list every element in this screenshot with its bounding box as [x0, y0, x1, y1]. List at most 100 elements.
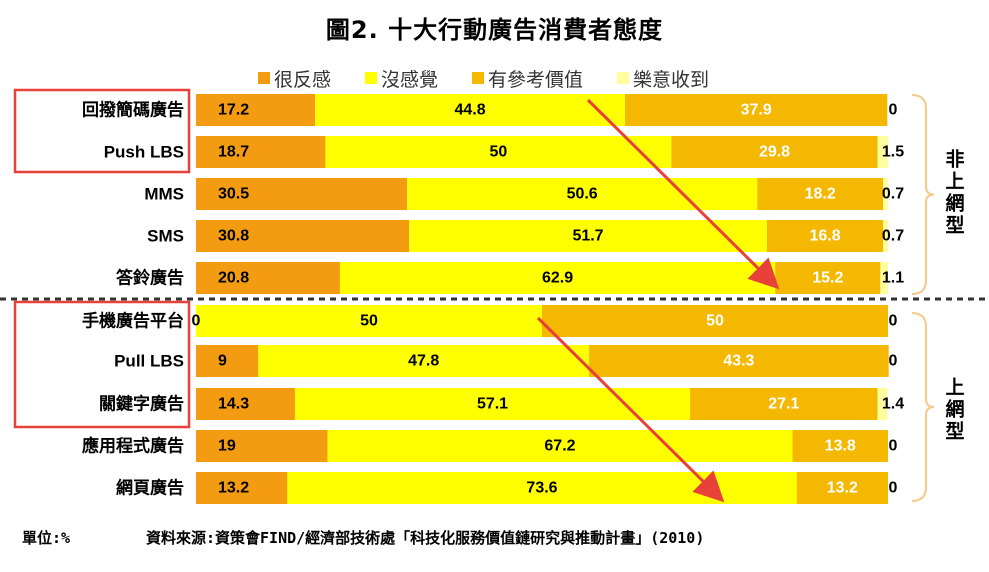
group-label-non-online: 網 — [945, 192, 964, 215]
data-label-no-feeling: 67.2 — [544, 438, 575, 455]
group-label-online: 上 — [945, 377, 964, 399]
bar-dislike — [196, 262, 340, 294]
bar-no-feeling — [339, 262, 776, 294]
data-label-reference: 15.2 — [812, 270, 843, 287]
data-label-reference: 27.1 — [768, 396, 799, 413]
bar-no-feeling — [196, 305, 542, 337]
bar-happy — [883, 178, 888, 210]
data-label-no-feeling: 50 — [490, 144, 508, 161]
bar-no-feeling — [258, 345, 590, 377]
bar-no-feeling — [407, 178, 758, 210]
category-label: 網頁廣告 — [116, 478, 184, 498]
highlight-box-bottom — [13, 300, 191, 429]
data-label-reference: 43.3 — [723, 353, 754, 370]
legend-swatch-no-feeling — [365, 72, 378, 84]
category-label: SMS — [147, 227, 184, 246]
bar-dislike — [196, 388, 295, 420]
legend-item-dislike: 很反感 — [258, 65, 331, 92]
bar-reference — [542, 305, 888, 337]
bar-no-feeling — [325, 136, 672, 168]
highlight-box-top — [13, 88, 191, 174]
legend-item-reference: 有參考價值 — [472, 65, 583, 92]
group-label-online: 網 — [945, 398, 964, 421]
legend-swatch-dislike — [258, 72, 270, 84]
bar-happy — [877, 388, 888, 420]
data-label-no-feeling: 47.8 — [408, 353, 439, 370]
legend-label-no-feeling: 沒感覺 — [381, 68, 439, 91]
bar-dislike — [196, 472, 288, 504]
data-label-happy: 1.5 — [882, 144, 904, 161]
data-label-no-feeling: 44.8 — [454, 102, 485, 119]
bar-reference — [796, 472, 888, 504]
bar-reference — [792, 430, 888, 462]
bar-reference — [671, 136, 878, 168]
bar-dislike — [196, 430, 328, 462]
data-label-dislike: 14.3 — [218, 396, 249, 413]
legend-item-no-feeling: 沒感覺 — [365, 65, 438, 92]
bar-no-feeling — [315, 94, 626, 126]
data-label-no-feeling: 57.1 — [477, 396, 508, 413]
data-label-reference: 13.2 — [827, 480, 858, 497]
data-label-no-feeling: 51.7 — [572, 228, 603, 245]
data-label-happy: 1.1 — [882, 270, 904, 287]
data-label-happy: 0.7 — [882, 186, 904, 203]
category-label: 應用程式廣告 — [82, 436, 184, 456]
bar-no-feeling — [327, 430, 793, 462]
data-label-happy: 0.7 — [882, 228, 904, 245]
data-label-dislike: 30.8 — [218, 228, 249, 245]
data-label-reference: 13.8 — [825, 438, 856, 455]
group-label-non-online: 型 — [945, 214, 964, 237]
data-label-happy: 0 — [889, 480, 898, 497]
data-label-no-feeling: 50 — [360, 313, 378, 330]
group-label-online: 型 — [945, 420, 964, 443]
bar-reference — [690, 388, 878, 420]
bar-reference — [625, 94, 888, 126]
data-label-dislike: 9 — [218, 353, 227, 370]
legend-swatch-happy — [617, 72, 630, 84]
bar-happy — [880, 262, 888, 294]
bar-dislike — [196, 136, 326, 168]
data-label-happy: 0 — [889, 102, 898, 119]
data-label-dislike: 0 — [192, 313, 201, 330]
bar-happy — [877, 136, 888, 168]
data-label-dislike: 17.2 — [218, 102, 249, 119]
bar-reference — [766, 220, 884, 252]
category-label: 回撥簡碼廣告 — [82, 100, 184, 120]
bar-dislike — [196, 94, 316, 126]
data-label-no-feeling: 62.9 — [542, 270, 573, 287]
data-label-happy: 0 — [889, 313, 898, 330]
data-label-dislike: 30.5 — [218, 186, 249, 203]
bar-happy — [883, 220, 888, 252]
footer-source: 資料來源:資策會FIND/經濟部技術處「科技化服務價值鏈研究與推動計畫」(201… — [146, 529, 705, 547]
data-label-no-feeling: 73.6 — [526, 480, 557, 497]
bar-no-feeling — [409, 220, 767, 252]
legend-item-happy: 樂意收到 — [617, 65, 709, 92]
trend-arrow-top — [586, 98, 780, 290]
group-bracket-online — [911, 312, 935, 502]
data-label-reference: 18.2 — [805, 186, 836, 203]
chart-legend: 很反感 沒感覺 有參考價值 樂意收到 — [258, 65, 743, 92]
bar-reference — [589, 345, 889, 377]
data-label-happy: 0 — [889, 438, 898, 455]
category-label: MMS — [144, 185, 184, 204]
data-label-reference: 29.8 — [759, 144, 790, 161]
data-label-reference: 37.9 — [741, 102, 772, 119]
bar-reference — [775, 262, 881, 294]
data-label-dislike: 19 — [218, 438, 236, 455]
footer-unit: 單位:% — [22, 529, 71, 547]
chart-plot: 17.2 44.8 37.9 0 回撥簡碼廣告 18.7 50 29.8 1.5 Push LBS… — [0, 88, 989, 504]
trend-arrow-bottom — [536, 316, 725, 503]
legend-label-happy: 樂意收到 — [633, 68, 710, 91]
bar-dislike — [196, 220, 410, 252]
data-label-no-feeling: 50.6 — [567, 186, 598, 203]
chart-title: 圖2. 十大行動廣告消費者態度 — [325, 16, 664, 44]
data-label-happy: 1.4 — [882, 396, 904, 413]
bar-reference — [757, 178, 884, 210]
legend-label-reference: 有參考價值 — [488, 68, 584, 91]
category-label: 答鈴廣告 — [116, 268, 184, 288]
group-bracket-non-online — [911, 94, 935, 295]
bar-dislike — [196, 178, 408, 210]
legend-label-dislike: 很反感 — [274, 68, 332, 91]
data-label-reference: 16.8 — [809, 228, 840, 245]
data-label-dislike: 20.8 — [218, 270, 249, 287]
